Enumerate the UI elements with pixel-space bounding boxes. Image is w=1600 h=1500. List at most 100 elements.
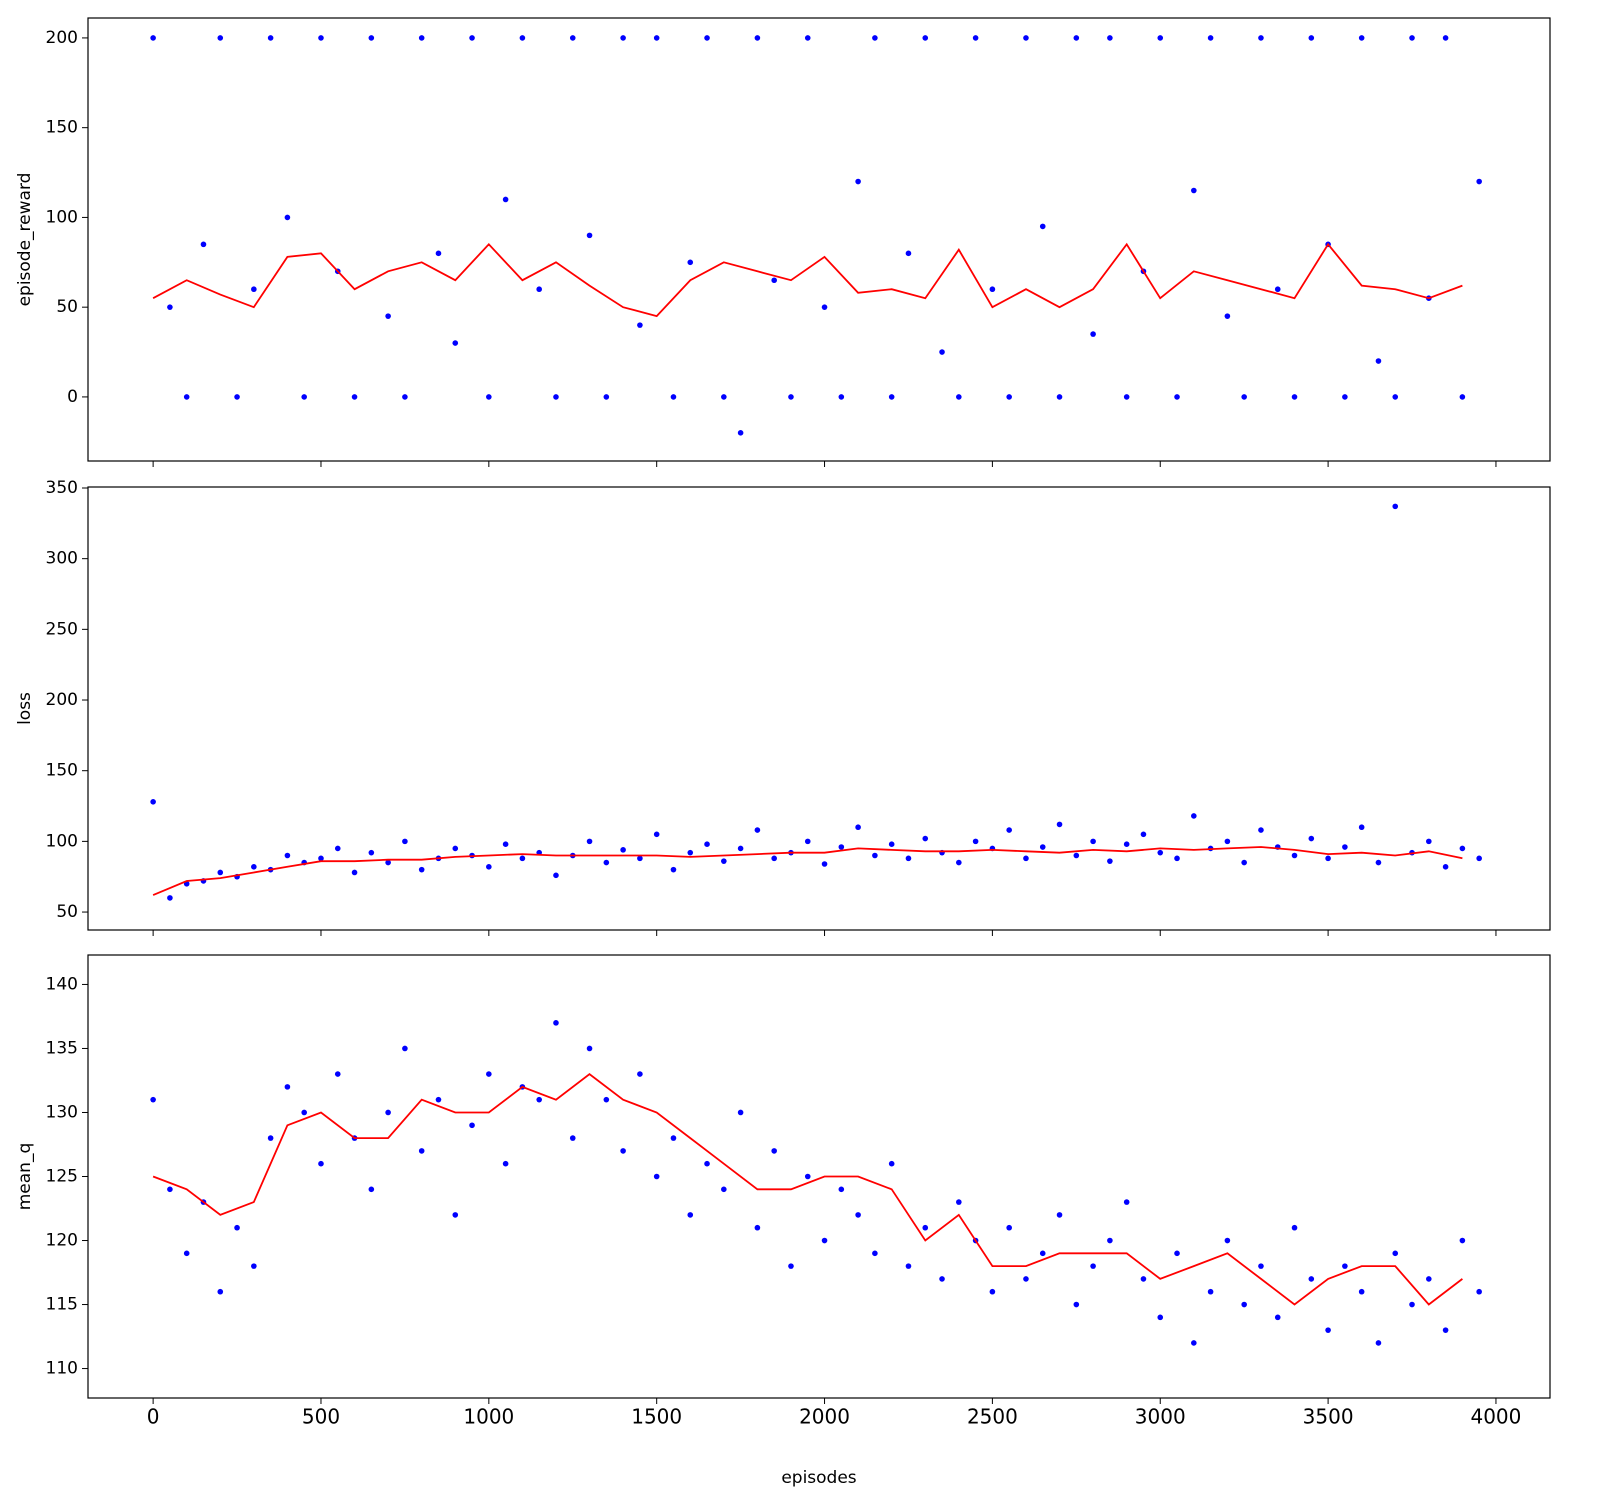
data-point <box>804 838 811 845</box>
data-point <box>486 394 492 400</box>
y-tick-label: 135 <box>46 1038 78 1058</box>
data-point <box>821 1237 828 1244</box>
data-point <box>284 852 291 859</box>
data-point <box>1107 35 1113 41</box>
data-point <box>1358 824 1365 831</box>
data-point <box>486 1071 492 1077</box>
data-point <box>888 394 895 400</box>
data-point <box>519 855 526 862</box>
data-point <box>368 35 375 41</box>
data-point <box>1308 35 1315 41</box>
data-point <box>1459 394 1466 400</box>
y-tick-label: 120 <box>46 1231 78 1251</box>
data-point <box>737 845 744 852</box>
data-point <box>502 196 509 203</box>
data-point <box>301 1109 307 1116</box>
data-point <box>167 1186 173 1193</box>
data-point <box>1426 1276 1432 1282</box>
data-point <box>1090 331 1096 337</box>
data-point <box>402 838 408 845</box>
y-tick-label: 0 <box>67 387 78 407</box>
data-point <box>1476 855 1482 862</box>
data-point <box>788 394 794 400</box>
y-tick-label: 140 <box>46 974 78 994</box>
data-point <box>569 1135 576 1141</box>
data-point <box>737 1109 744 1116</box>
data-point <box>435 250 442 257</box>
data-point <box>721 858 727 864</box>
data-point <box>251 1263 257 1269</box>
y-tick-label: 150 <box>46 761 78 781</box>
data-point <box>1039 844 1046 850</box>
data-point <box>637 322 643 328</box>
data-point <box>905 855 912 862</box>
data-point <box>956 394 962 400</box>
data-point <box>620 35 626 41</box>
data-point <box>637 855 643 862</box>
data-point <box>1392 503 1399 510</box>
data-point <box>956 859 962 866</box>
data-point <box>1241 859 1247 866</box>
data-point <box>939 1276 945 1282</box>
plot-frame <box>87 954 1551 1399</box>
data-point <box>989 286 996 293</box>
data-point <box>150 798 156 805</box>
x-tick-label: 2000 <box>799 1405 850 1429</box>
data-point <box>804 1173 811 1180</box>
data-point <box>1123 394 1130 400</box>
data-point <box>1241 394 1247 400</box>
y-tick-label: 100 <box>46 207 78 227</box>
y-tick-label: 50 <box>56 902 78 922</box>
data-point <box>1174 394 1180 400</box>
data-point <box>1157 35 1164 41</box>
moving-average-line <box>152 1072 1463 1306</box>
data-point <box>586 838 593 845</box>
plot-frame <box>87 486 1551 931</box>
data-point <box>553 872 559 879</box>
data-point <box>586 232 593 239</box>
data-point <box>821 861 828 867</box>
data-point <box>150 35 156 41</box>
data-point <box>1224 838 1231 845</box>
data-point <box>1023 855 1029 862</box>
data-point <box>1426 838 1432 845</box>
data-point <box>368 849 375 856</box>
data-point <box>267 35 274 41</box>
data-point <box>771 277 777 284</box>
data-point <box>469 1122 475 1129</box>
data-point <box>1258 827 1264 833</box>
data-point <box>603 394 610 400</box>
data-point <box>704 35 710 41</box>
data-point <box>603 859 610 866</box>
data-point <box>183 394 190 400</box>
data-point <box>872 1250 878 1257</box>
data-point <box>855 1212 861 1218</box>
data-point <box>301 394 307 400</box>
y-tick-label: 350 <box>46 478 78 498</box>
data-point <box>402 1045 408 1052</box>
data-point <box>502 841 509 847</box>
data-point <box>1191 187 1197 194</box>
data-point <box>939 349 945 355</box>
data-point <box>1039 223 1046 230</box>
data-point <box>1392 1250 1399 1257</box>
data-point <box>989 1288 996 1295</box>
data-point <box>569 35 576 41</box>
data-point <box>1207 1288 1214 1295</box>
y-axis-label: loss <box>15 692 35 725</box>
x-tick-label: 0 <box>147 1405 160 1429</box>
data-point <box>687 849 694 856</box>
data-point <box>1073 852 1080 859</box>
data-point <box>1224 313 1231 319</box>
data-point <box>1123 841 1130 847</box>
data-point <box>486 864 492 870</box>
x-tick-label: 3500 <box>1303 1405 1354 1429</box>
data-point <box>754 1224 761 1231</box>
data-point <box>1140 1276 1147 1282</box>
data-point <box>1039 1250 1046 1257</box>
data-point <box>721 1186 727 1193</box>
data-point <box>1090 838 1096 845</box>
data-point <box>1207 35 1214 41</box>
data-point <box>1123 1199 1130 1205</box>
data-point <box>1073 1301 1080 1308</box>
